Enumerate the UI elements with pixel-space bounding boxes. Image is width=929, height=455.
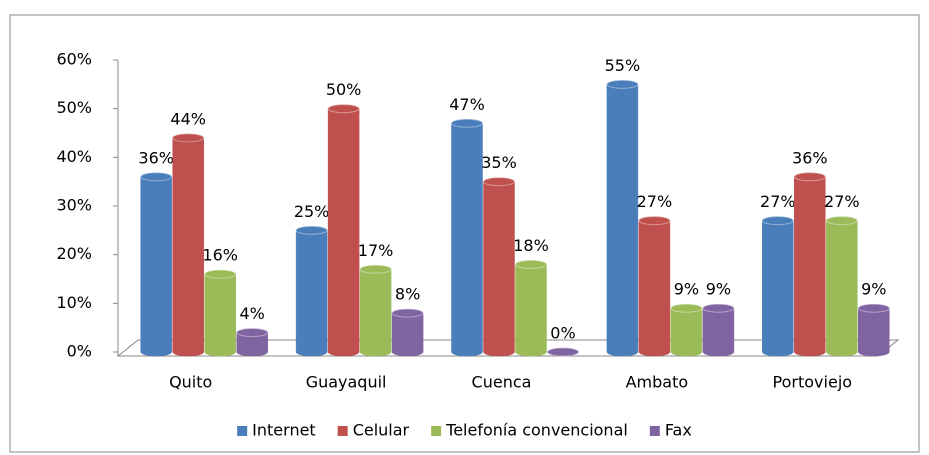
value-label: 27% <box>760 192 796 211</box>
bar <box>295 226 328 357</box>
bar <box>451 119 483 357</box>
bar-top <box>670 303 703 313</box>
value-label: 4% <box>240 304 265 323</box>
x-tick-label: Ambato <box>626 373 689 392</box>
bar <box>794 172 826 357</box>
bar-top <box>140 172 173 182</box>
x-tick-label: Guayaquil <box>306 373 387 392</box>
value-label: 9% <box>674 280 699 299</box>
value-label: 47% <box>449 95 485 114</box>
bar-top <box>606 79 639 89</box>
value-label: 36% <box>792 148 828 167</box>
bar <box>204 269 236 357</box>
legend-label: Celular <box>353 421 410 440</box>
bar-top <box>483 177 515 187</box>
value-label: 9% <box>861 280 886 299</box>
value-label: 0% <box>550 324 575 343</box>
bar-top <box>825 216 858 226</box>
bar-top <box>761 216 794 226</box>
x-tick-label: Cuenca <box>472 373 532 392</box>
value-label: 27% <box>637 192 673 211</box>
legend-swatch <box>431 426 442 436</box>
bar-top <box>327 104 360 114</box>
value-label: 8% <box>395 285 420 304</box>
bar-top <box>857 303 890 313</box>
y-tick-label: 60% <box>56 50 92 69</box>
value-label: 44% <box>170 109 206 128</box>
bar-top <box>547 347 579 357</box>
value-label: 9% <box>706 280 731 299</box>
legend-swatch <box>237 426 248 436</box>
bar-top <box>638 216 671 226</box>
bar-top <box>451 118 483 128</box>
value-label: 35% <box>481 153 517 172</box>
value-label: 55% <box>605 56 641 75</box>
y-tick-label: 40% <box>56 147 92 166</box>
y-tick-label: 0% <box>67 342 92 361</box>
legend: Internet Celular Telefonía convencional Fax <box>237 421 692 440</box>
legend-label: Fax <box>665 421 692 440</box>
bar-top <box>359 264 392 274</box>
bar <box>826 216 858 357</box>
bar-top <box>515 259 547 269</box>
bar-top <box>172 133 205 143</box>
bar <box>327 104 360 357</box>
value-label: 25% <box>294 202 330 221</box>
bar <box>483 177 515 357</box>
y-tick-label: 20% <box>56 244 92 263</box>
legend-label: Internet <box>252 421 316 440</box>
bar <box>172 133 204 357</box>
value-label: 50% <box>326 80 362 99</box>
x-tick-label: Portoviejo <box>773 373 853 392</box>
bar-top <box>295 225 328 235</box>
bar-top <box>793 172 826 182</box>
value-label: 36% <box>138 148 174 167</box>
y-tick-label: 50% <box>56 98 92 117</box>
legend-label: Telefonía convencional <box>445 421 628 440</box>
value-label: 16% <box>202 246 238 265</box>
bar-top <box>702 303 735 313</box>
bar <box>515 260 547 357</box>
legend-swatch <box>337 426 348 436</box>
value-label: 18% <box>513 236 549 255</box>
value-label: 17% <box>358 241 394 260</box>
bar-top <box>391 308 424 318</box>
legend-swatch <box>649 426 660 436</box>
bar <box>638 216 671 357</box>
x-tick-label: Quito <box>169 373 212 392</box>
bar-top <box>204 269 237 279</box>
y-tick-label: 10% <box>56 293 92 312</box>
y-tick-label: 30% <box>56 196 92 215</box>
bar-top <box>236 328 269 338</box>
bar <box>359 265 392 357</box>
bar <box>140 172 172 357</box>
bar <box>606 80 639 357</box>
bar <box>762 216 794 357</box>
value-label: 27% <box>824 192 860 211</box>
